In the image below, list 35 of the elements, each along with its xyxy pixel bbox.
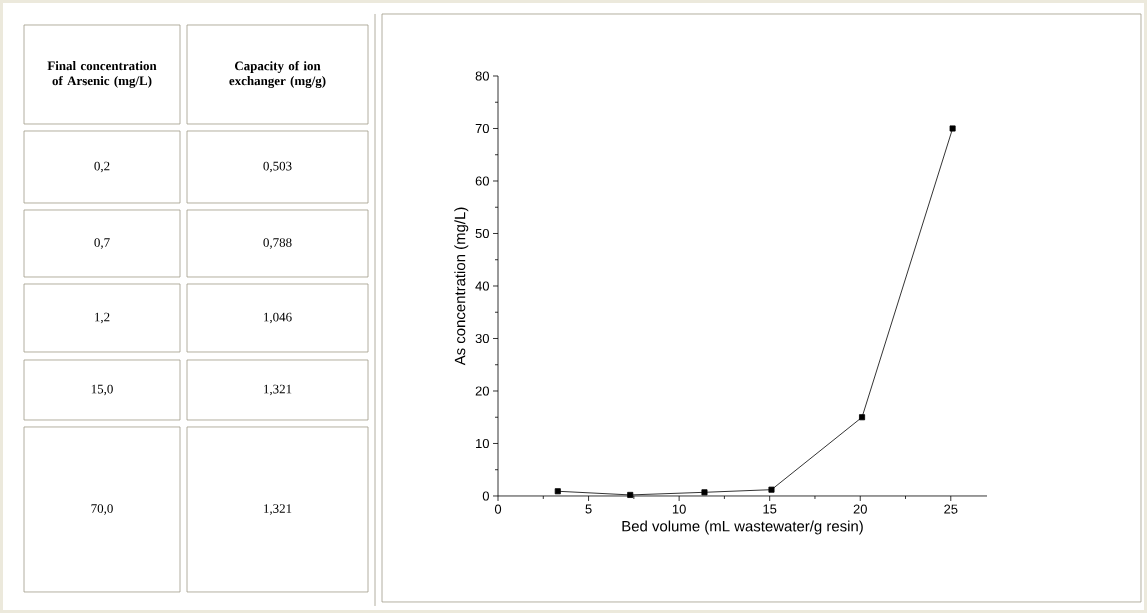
text: 0,7 — [94, 238, 110, 249]
point — [768, 486, 775, 493]
y-tick-label: 30 — [475, 333, 489, 344]
y-tick-label: 40 — [475, 281, 489, 291]
x-tick-label: 15 — [763, 504, 777, 514]
point — [627, 491, 634, 498]
y-tick-label: 0 — [482, 491, 489, 501]
x-tick-label: 10 — [672, 504, 686, 514]
text: 70,0 — [91, 504, 113, 515]
y-tick-label: 60 — [475, 176, 489, 186]
text: 0,2 — [94, 161, 110, 173]
text: 0,788 — [263, 238, 292, 249]
text: 1,321 — [264, 504, 292, 515]
text: Final concentration of Arsenic (mg/L) — [47, 61, 157, 88]
x-tick-label: 0 — [494, 504, 502, 514]
y-tick-label: 80 — [475, 71, 489, 81]
point — [949, 125, 956, 132]
x-tick-label: 25 — [944, 504, 958, 514]
y-tick-label: 70 — [475, 123, 489, 134]
y-axis-title: As concentration (mg/L) — [454, 207, 469, 366]
x-tick-label: 20 — [853, 504, 867, 514]
text: 1,046 — [264, 312, 292, 324]
point — [554, 488, 561, 495]
text: 1,321 — [264, 384, 292, 396]
y-tick-label: 10 — [476, 438, 489, 449]
x-axis-title: Bed volume (mL wastewater/g resin) — [622, 520, 863, 535]
x-tick-label: 5 — [585, 504, 592, 514]
point — [701, 489, 708, 496]
y-tick-label: 20 — [475, 386, 489, 396]
text: 1,2 — [95, 312, 110, 324]
point — [859, 414, 866, 421]
y-tick-label: 50 — [475, 228, 489, 239]
text: 0,503 — [263, 161, 292, 173]
text: 15,0 — [91, 384, 113, 396]
text: Capacity of ion exchanger (mg/g) — [229, 61, 326, 88]
